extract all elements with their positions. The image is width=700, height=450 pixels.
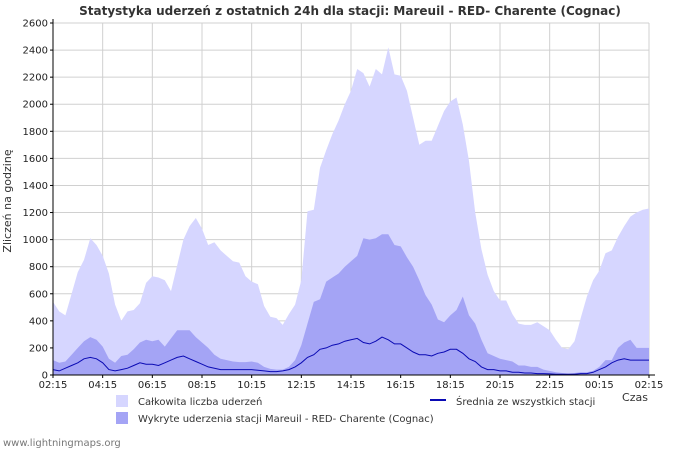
legend-swatch-total <box>116 395 128 407</box>
x-tick-label: 02:15 <box>635 380 664 391</box>
y-tick-label: 200 <box>29 343 48 354</box>
x-tick-label: 12:15 <box>287 380 316 391</box>
x-tick-label: 06:15 <box>138 380 167 391</box>
x-tick-label: 18:15 <box>436 380 465 391</box>
x-tick-label: 16:15 <box>386 380 415 391</box>
series-area-total <box>53 47 649 376</box>
footer-site[interactable]: www.lightningmaps.org <box>3 438 121 449</box>
series-area-station <box>53 234 649 375</box>
series-lines <box>52 336 649 375</box>
y-tick-labels: 0 200 400 600 800 1000 1200 1400 1600 1800 2000 220… <box>23 19 53 382</box>
x-tick-label: 08:15 <box>188 380 217 391</box>
chart-title: Statystyka uderzeń z ostatnich 24h dla s… <box>79 4 621 18</box>
y-tick-label: 400 <box>29 316 48 327</box>
series-areas <box>53 47 649 376</box>
x-tick-label: 10:15 <box>237 380 266 391</box>
legend-label-average: Średnia ze wszystkich stacji <box>456 395 595 408</box>
axes <box>52 19 655 376</box>
x-tick-label: 20:15 <box>486 380 515 391</box>
x-tick-label: 02:15 <box>39 380 68 391</box>
y-tick-label: 1600 <box>23 154 48 165</box>
x-tick-labels: 02:15 04:15 06:15 08:15 10:15 12:15 14:15 16:15… <box>39 375 664 391</box>
legend-label-total: Całkowita liczba uderzeń <box>138 396 262 408</box>
y-tick-label: 2200 <box>23 73 48 84</box>
x-tick-label: 14:15 <box>337 380 366 391</box>
y-tick-label: 600 <box>29 289 48 300</box>
legend-swatch-station <box>116 412 128 424</box>
y-tick-label: 800 <box>29 262 48 273</box>
legend: Całkowita liczba uderzeń Wykryte uderzen… <box>116 395 595 425</box>
x-tick-label: 04:15 <box>88 380 117 391</box>
x-tick-label: 00:15 <box>585 380 614 391</box>
y-tick-label: 2400 <box>23 46 48 57</box>
y-tick-label: 2600 <box>23 19 48 30</box>
legend-label-station: Wykryte uderzenia stacji Mareuil - RED- … <box>138 414 434 425</box>
y-tick-label: 1200 <box>23 208 48 219</box>
y-tick-label: 0 <box>42 371 48 382</box>
y-axis-label: Zliczeń na godzinę <box>1 149 14 252</box>
y-tick-label: 1000 <box>23 235 48 246</box>
y-tick-label: 1800 <box>23 127 48 138</box>
x-axis-label: Czas <box>622 391 648 404</box>
series-line-average <box>52 336 649 375</box>
y-tick-label: 2000 <box>23 100 48 111</box>
x-tick-label: 22:15 <box>535 380 564 391</box>
y-tick-label: 1400 <box>23 181 48 192</box>
